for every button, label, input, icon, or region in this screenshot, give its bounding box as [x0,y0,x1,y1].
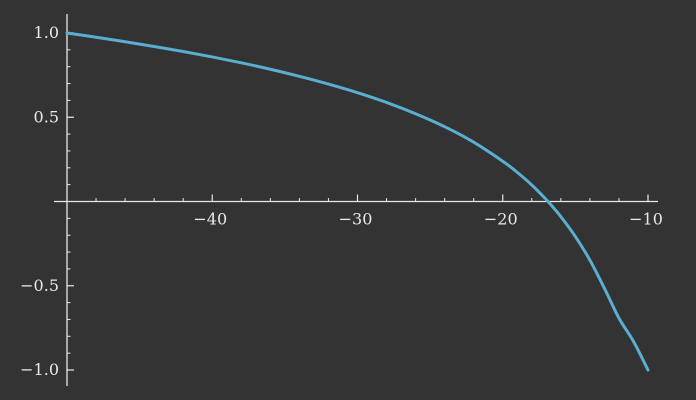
axes: −40 −30 −20 −10 1.0 0.5 −0.5 −1.0 [20,14,663,386]
x-tick-label: −20 [484,210,518,229]
x-ticks: −40 −30 −20 −10 [95,194,663,229]
series-line [65,31,650,372]
x-tick-label: −40 [193,210,227,229]
y-tick-label: −1.0 [20,360,59,379]
y-tick-label: 0.5 [34,107,59,126]
x-tick-label: −30 [339,210,373,229]
y-ticks: 1.0 0.5 −0.5 −1.0 [20,23,74,379]
y-tick-label: −0.5 [20,276,59,295]
x-tick-label: −10 [629,210,663,229]
y-tick-label: 1.0 [34,23,59,42]
series-group [65,31,650,372]
